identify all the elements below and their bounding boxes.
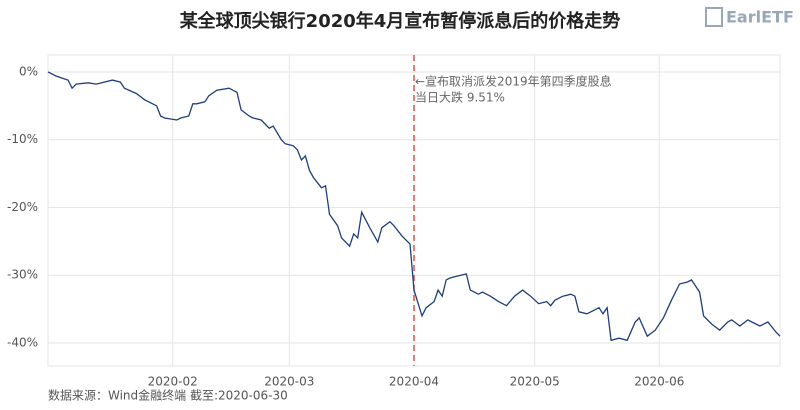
logo-icon bbox=[705, 7, 723, 27]
y-tick-label: 0% bbox=[19, 64, 38, 78]
annotation: ←宣布取消派发2019年第四季度股息 bbox=[415, 74, 612, 89]
annotation: 当日大跌 9.51% bbox=[415, 90, 505, 105]
x-tick-label: 2020-05 bbox=[510, 375, 560, 389]
y-tick-label: -10% bbox=[7, 132, 38, 146]
y-tick-label: -20% bbox=[7, 200, 38, 214]
source-note: 数据来源：Wind金融终端 截至:2020-06-30 bbox=[48, 388, 288, 403]
x-tick-label: 2020-03 bbox=[264, 375, 314, 389]
y-tick-label: -30% bbox=[7, 268, 38, 282]
chart-title: 某全球顶尖银行2020年4月宣布暂停派息后的价格走势 bbox=[180, 10, 621, 32]
x-tick-label: 2020-04 bbox=[389, 375, 439, 389]
y-tick-label: -40% bbox=[7, 335, 38, 349]
price-line bbox=[47, 71, 781, 342]
x-tick-label: 2020-02 bbox=[148, 375, 198, 389]
logo: EarlETF bbox=[726, 8, 794, 27]
x-tick-label: 2020-06 bbox=[634, 375, 684, 389]
